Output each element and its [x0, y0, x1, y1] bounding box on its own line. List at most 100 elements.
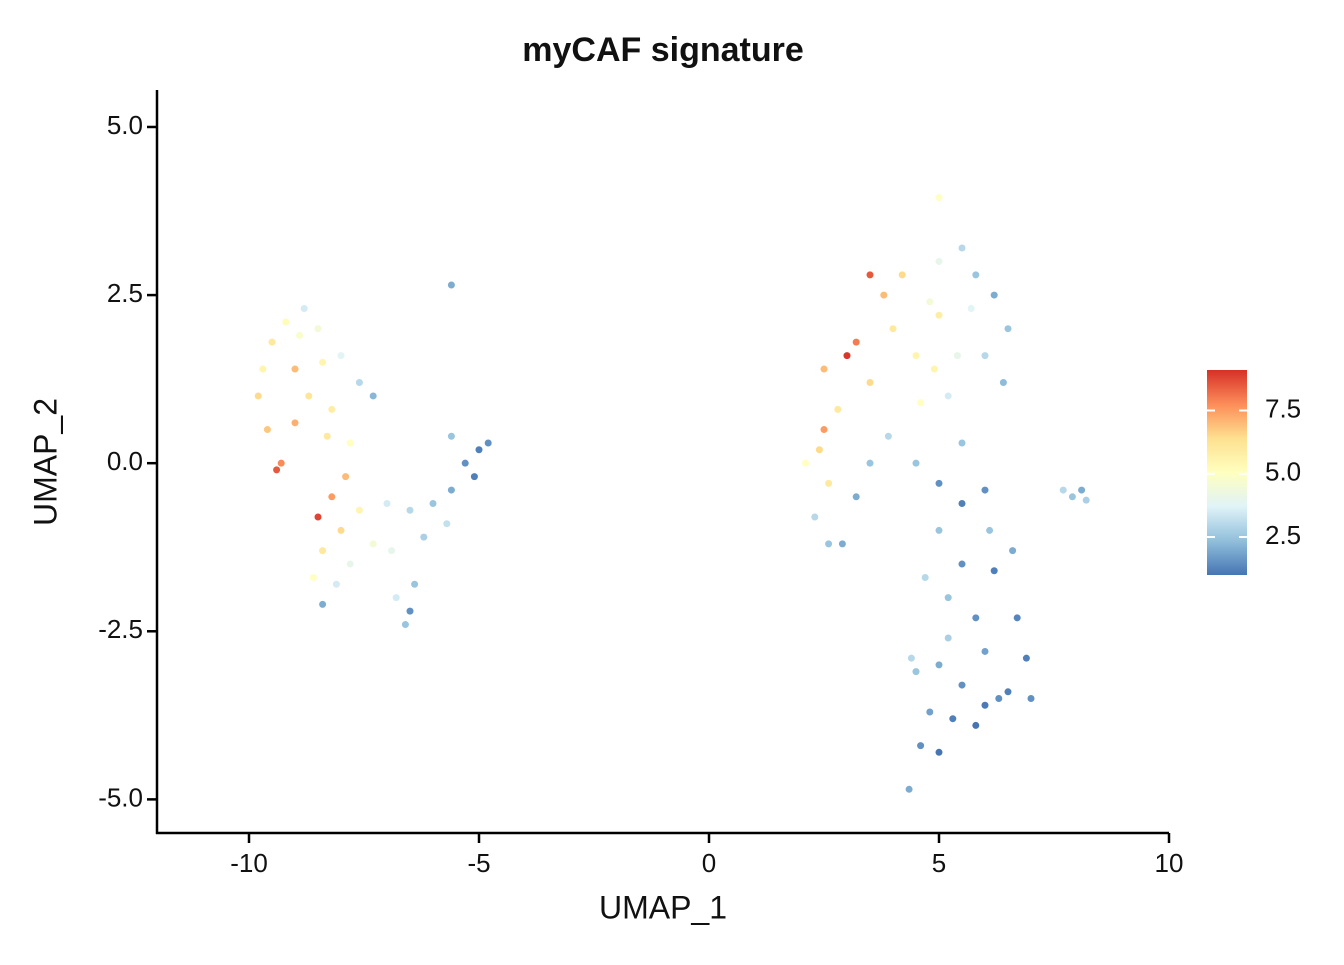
- point: [981, 647, 989, 655]
- point: [995, 695, 1003, 703]
- point: [1068, 493, 1076, 501]
- point: [291, 365, 299, 373]
- point: [388, 547, 396, 555]
- point: [843, 352, 851, 360]
- x-tick-label: -5: [467, 848, 490, 878]
- point: [420, 533, 428, 541]
- point: [981, 352, 989, 360]
- point: [1004, 325, 1012, 333]
- point: [935, 661, 943, 669]
- point: [296, 331, 304, 339]
- point: [346, 560, 354, 568]
- point: [268, 338, 276, 346]
- point: [986, 526, 994, 534]
- x-tick-label: 5: [932, 848, 946, 878]
- point: [475, 446, 483, 454]
- point: [337, 352, 345, 360]
- point: [346, 439, 354, 447]
- point: [282, 318, 290, 326]
- x-tick-label: -10: [230, 848, 268, 878]
- x-axis-label: UMAP_1: [599, 889, 727, 925]
- point: [981, 701, 989, 709]
- point: [392, 594, 400, 602]
- point: [935, 257, 943, 265]
- point: [949, 715, 957, 723]
- y-tick-label: -5.0: [98, 782, 143, 812]
- point: [406, 607, 414, 615]
- point: [319, 358, 327, 366]
- point: [273, 466, 281, 474]
- y-tick-label: 0.0: [107, 446, 143, 476]
- y-tick-label: 5.0: [107, 110, 143, 140]
- point: [323, 432, 331, 440]
- point: [889, 325, 897, 333]
- point: [953, 352, 961, 360]
- y-tick-label: 2.5: [107, 278, 143, 308]
- point: [328, 405, 336, 413]
- point: [958, 560, 966, 568]
- point: [319, 547, 327, 555]
- point: [912, 459, 920, 467]
- point: [1078, 486, 1086, 494]
- colorbar-tick-label: 2.5: [1265, 520, 1301, 550]
- point: [958, 439, 966, 447]
- point: [930, 365, 938, 373]
- point: [967, 305, 975, 313]
- point: [1004, 688, 1012, 696]
- point: [342, 473, 350, 481]
- point: [825, 540, 833, 548]
- point: [866, 459, 874, 467]
- point: [815, 446, 823, 454]
- point: [917, 742, 925, 750]
- points: [254, 194, 1090, 793]
- point: [958, 244, 966, 252]
- point: [958, 500, 966, 508]
- point: [254, 392, 262, 400]
- point: [811, 513, 819, 521]
- point: [935, 479, 943, 487]
- point: [884, 432, 892, 440]
- y-axis-label: UMAP_2: [27, 398, 63, 526]
- point: [411, 580, 419, 588]
- point: [802, 459, 810, 467]
- point: [369, 540, 377, 548]
- point: [337, 526, 345, 534]
- point: [944, 594, 952, 602]
- point: [383, 500, 391, 508]
- point: [935, 311, 943, 319]
- point: [1022, 654, 1030, 662]
- point: [912, 668, 920, 676]
- point: [291, 419, 299, 427]
- point: [926, 298, 934, 306]
- point: [447, 486, 455, 494]
- point: [1009, 547, 1017, 555]
- point: [838, 540, 846, 548]
- point: [866, 271, 874, 279]
- point: [944, 634, 952, 642]
- point: [263, 426, 271, 434]
- point: [369, 392, 377, 400]
- point: [1082, 496, 1090, 504]
- point: [866, 378, 874, 386]
- point: [447, 281, 455, 289]
- point: [429, 500, 437, 508]
- point: [355, 506, 363, 514]
- point: [259, 365, 267, 373]
- point: [999, 378, 1007, 386]
- point: [935, 194, 943, 202]
- point: [447, 432, 455, 440]
- chart-title: myCAF signature: [522, 31, 804, 69]
- point: [305, 392, 313, 400]
- point: [443, 520, 451, 528]
- point: [406, 506, 414, 514]
- point: [470, 473, 478, 481]
- point: [300, 305, 308, 313]
- point: [319, 600, 327, 608]
- point: [972, 721, 980, 729]
- point: [935, 526, 943, 534]
- point: [834, 405, 842, 413]
- point: [820, 365, 828, 373]
- point: [990, 567, 998, 575]
- colorbar-tick-label: 5.0: [1265, 457, 1301, 487]
